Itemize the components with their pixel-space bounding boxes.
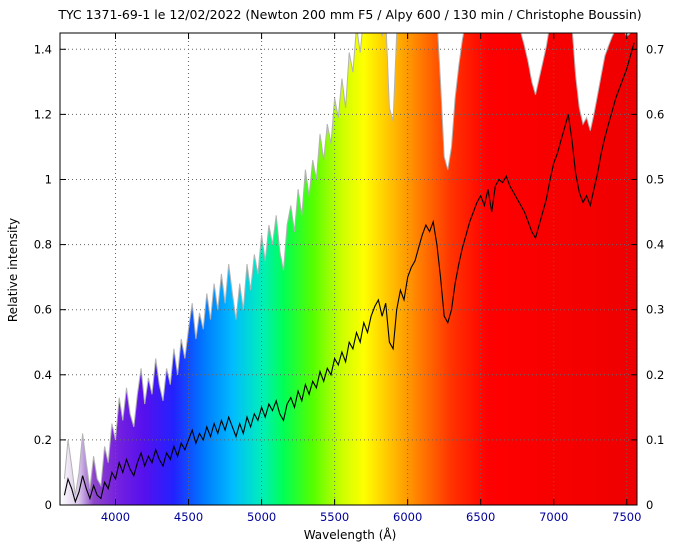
x-tick-label: 5500 [320,510,349,524]
y-tick-label-right: 0.4 [646,238,664,252]
y-tick-label-left: 0.6 [34,303,52,317]
y-tick-label-left: 0 [45,498,52,512]
y-tick-label-left: 0.4 [34,368,52,382]
x-tick-label: 4500 [174,510,203,524]
raw-spectrum-curve [63,33,632,496]
spectrum-background-fill [60,33,637,505]
y-tick-label-right: 0.6 [646,107,664,121]
x-tick-label: 6000 [393,510,422,524]
tick-marks [60,33,637,506]
y-tick-label-right: 0 [646,498,653,512]
y-tick-label-right: 0.3 [646,303,664,317]
grid-lines [60,33,637,505]
x-axis-label: Wavelength (Å) [303,528,397,542]
y-tick-label-left: 1.4 [34,42,52,56]
y-tick-label-right: 0.5 [646,172,664,186]
chart-title: TYC 1371-69-1 le 12/02/2022 (Newton 200 … [58,7,642,22]
plot-border [59,32,638,506]
y-tick-label-left: 1 [45,172,52,186]
calibrated-spectrum-curve [63,42,635,504]
tick-labels: 4000 4500 5000 5500 6000 6500 7000 7500 0 0.2 0.4 0… [34,42,665,524]
x-tick-label: 5000 [247,510,276,524]
x-tick-label: 4000 [101,510,130,524]
y-tick-label-left: 0.2 [34,433,52,447]
y-tick-label-right: 0.1 [646,433,664,447]
y-tick-label-left: 1.2 [34,107,52,121]
x-tick-label: 7000 [539,510,568,524]
x-tick-label: 6500 [466,510,495,524]
y-tick-label-right: 0.2 [646,368,664,382]
y-tick-label-right: 0.7 [646,42,664,56]
y-tick-label-left: 0.8 [34,238,52,252]
x-tick-label: 7500 [612,510,641,524]
